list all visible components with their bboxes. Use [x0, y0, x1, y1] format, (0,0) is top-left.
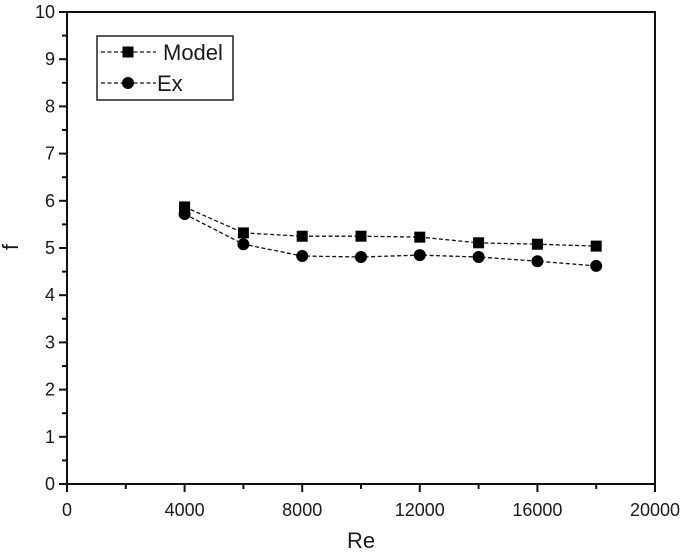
y-tick-label: 3 [45, 332, 55, 352]
x-tick-label: 4000 [165, 500, 205, 520]
data-point [296, 250, 309, 263]
x-axis-label: Re [347, 528, 375, 553]
data-point [414, 231, 426, 243]
series-layer [178, 201, 603, 272]
legend-item-model: Model [101, 40, 223, 65]
series-model [179, 201, 602, 252]
data-point [179, 201, 191, 213]
x-tick-label: 0 [62, 500, 72, 520]
y-axis: 0 1 2 3 4 5 6 7 8 9 10 [35, 2, 67, 494]
y-tick-label: 0 [45, 474, 55, 494]
data-point [531, 255, 544, 268]
x-tick-label: 12000 [395, 500, 445, 520]
data-point [590, 259, 603, 272]
x-tick-label: 8000 [282, 500, 322, 520]
data-point [413, 249, 426, 262]
y-tick-label: 5 [45, 238, 55, 258]
series-line [184, 213, 597, 267]
y-tick-label: 1 [45, 427, 55, 447]
legend-label: Model [163, 40, 223, 65]
circle-marker-icon [122, 77, 134, 89]
x-tick-label: 16000 [512, 500, 562, 520]
data-point [237, 238, 250, 251]
data-point [355, 250, 367, 263]
data-point [473, 237, 485, 249]
y-tick-label: 9 [45, 49, 55, 69]
series-line [184, 206, 597, 247]
data-point [296, 230, 308, 242]
data-point [355, 230, 367, 242]
legend-box [96, 35, 234, 101]
data-point [178, 208, 191, 221]
y-tick-label: 8 [45, 96, 55, 116]
y-axis-label: f [0, 243, 23, 250]
series-ex [178, 208, 603, 272]
y-tick-label: 6 [45, 191, 55, 211]
x-tick-label: 20000 [630, 500, 680, 520]
data-point [531, 238, 543, 250]
legend-item-ex: Ex [101, 71, 183, 96]
x-axis: 0 4000 8000 12000 16000 20000 [62, 484, 680, 520]
square-marker-icon [122, 46, 134, 58]
y-tick-label: 7 [45, 144, 55, 164]
y-tick-label: 2 [45, 380, 55, 400]
y-tick-label: 4 [45, 285, 55, 305]
legend: Model Ex [96, 35, 234, 101]
data-point [590, 240, 602, 252]
y-tick-label: 10 [35, 2, 55, 22]
data-point [472, 250, 485, 263]
legend-label: Ex [157, 71, 183, 96]
data-point [237, 227, 249, 239]
